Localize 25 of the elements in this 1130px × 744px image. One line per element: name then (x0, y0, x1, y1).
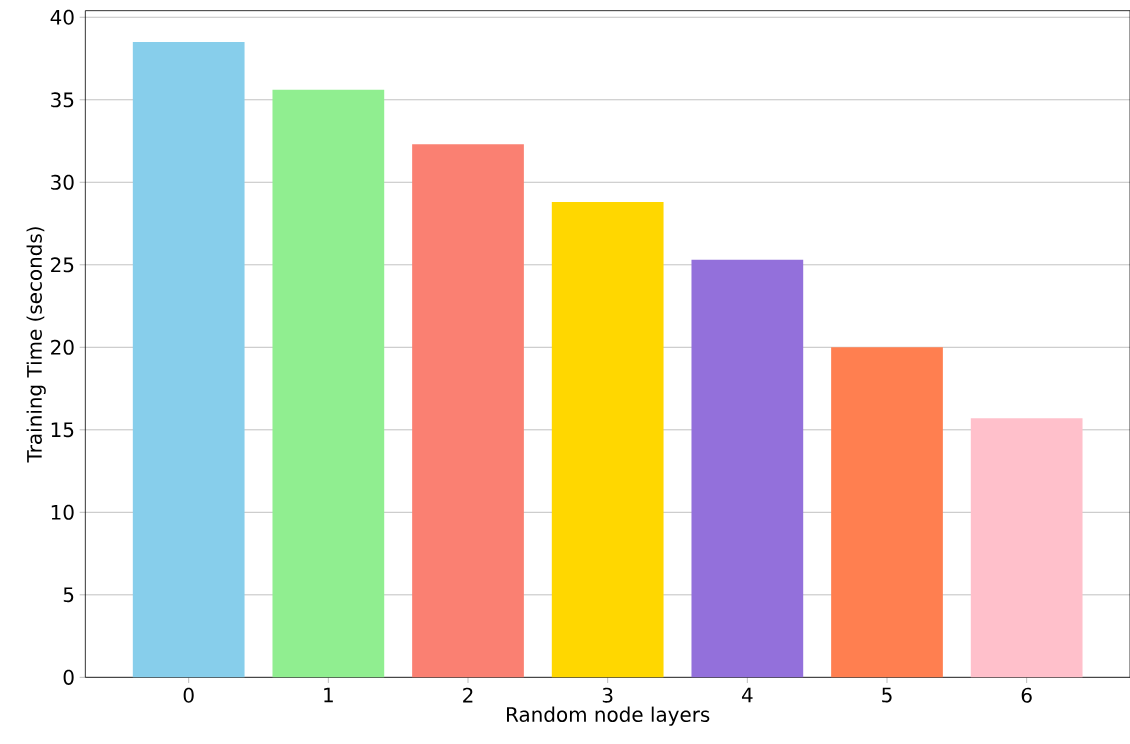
x-tick-label: 0 (183, 687, 194, 703)
bar (970, 418, 1083, 678)
y-tick-label: 0 (63, 669, 74, 685)
y-tick-label: 25 (51, 257, 74, 273)
x-tick-label: 2 (463, 687, 473, 703)
bar (132, 42, 245, 678)
bar (831, 347, 943, 678)
y-tick-label: 40 (50, 9, 74, 25)
x-axis-title: Random node layers (507, 706, 710, 726)
y-tick-label: 15 (51, 422, 74, 438)
y-tick-label: 20 (51, 339, 74, 355)
x-tick-label: 5 (882, 687, 892, 703)
bar (551, 202, 664, 678)
y-axis-title: Training Time (seconds) (26, 227, 46, 463)
y-tick-label: 5 (63, 587, 74, 603)
x-tick-label: 3 (602, 687, 613, 703)
x-tick-label: 6 (1021, 687, 1032, 703)
bar (691, 259, 804, 678)
y-tick-label: 30 (51, 174, 74, 190)
x-tick-label: 4 (741, 687, 753, 703)
bar (272, 89, 385, 678)
bar (412, 144, 524, 678)
x-tick-label: 1 (324, 687, 333, 703)
y-tick-label: 35 (51, 92, 74, 108)
y-tick-label: 10 (51, 504, 74, 520)
